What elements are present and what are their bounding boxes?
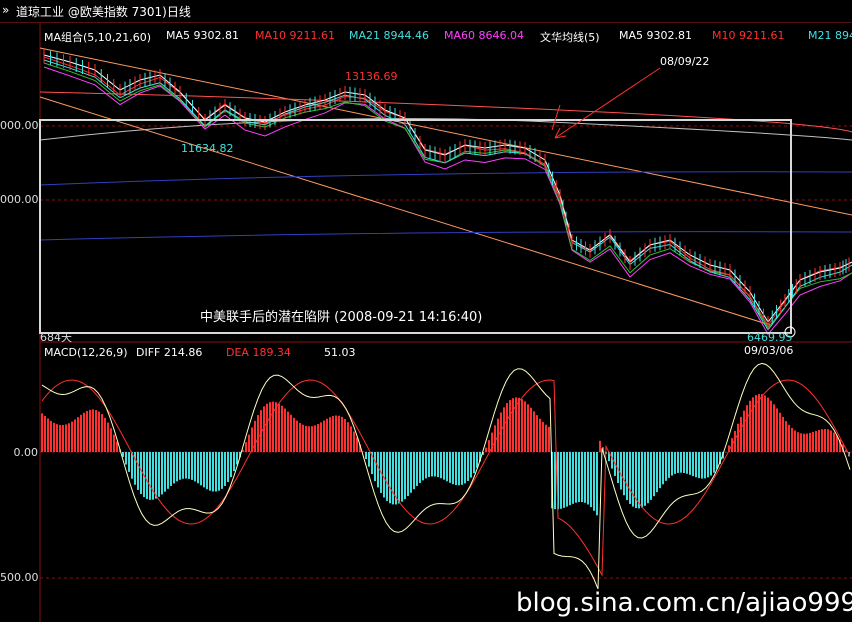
ma10-line xyxy=(43,56,852,327)
arrow-date-label: 08/09/22 xyxy=(660,55,710,68)
wh-ma-label[interactable]: 文华均线(5) xyxy=(540,31,600,44)
chart-caption: 中美联手后的潜在陷阱 (2008-09-21 14:16:40) xyxy=(200,310,483,325)
ma-group-label[interactable]: MA组合(5,10,21,60) xyxy=(44,31,152,44)
ma5-value: MA5 9302.81 xyxy=(166,29,239,42)
long-ma-blue-2 xyxy=(39,231,852,241)
low-price-label-1: 11634.82 xyxy=(181,142,234,155)
high-price-label: 13136.69 xyxy=(345,70,398,83)
ma21-value: MA21 8944.46 xyxy=(349,29,429,42)
annotation-arrow xyxy=(554,67,661,139)
low-marker-circle xyxy=(784,326,796,338)
title-bar: » 道琼工业 @欧美指数 7301)日线 xyxy=(0,0,852,23)
blog-watermark: blog.sina.com.cn/ajiao9999 xyxy=(516,588,852,618)
dea-line xyxy=(41,379,851,577)
y-axis-label-upper: 000.00 xyxy=(0,119,39,132)
ma60-value: MA60 8646.04 xyxy=(444,29,524,42)
ma21-line xyxy=(43,59,852,331)
annotation-arrowhead xyxy=(554,127,567,139)
wh-ma5-value: MA5 9302.81 xyxy=(619,29,692,42)
macd-label[interactable]: MACD(12,26,9) xyxy=(44,346,128,359)
low-price-label-2: 6469.95 xyxy=(747,331,793,344)
macd-zero-label: 0.00 xyxy=(13,446,39,459)
highlight-box xyxy=(39,119,792,334)
channel-lower-line xyxy=(39,96,771,326)
diff-value: DIFF 214.86 xyxy=(136,346,203,359)
macd-value: 51.03 xyxy=(324,346,356,359)
wh-m10-value: M10 9211.61 xyxy=(712,29,785,42)
ma10-value: MA10 9211.61 xyxy=(255,29,335,42)
wh-m21-value: M21 8944.46 xyxy=(808,29,852,42)
long-ma-curve xyxy=(39,118,852,141)
long-ma-red xyxy=(39,91,852,133)
dea-value: DEA 189.34 xyxy=(226,346,291,359)
ma-green-line xyxy=(43,62,852,329)
x-axis-partial-label: 684天 xyxy=(40,331,72,344)
long-ma-blue xyxy=(39,171,852,186)
double-chevron-icon[interactable]: » xyxy=(2,3,10,17)
annotation-tick xyxy=(551,104,561,131)
macd-low-label: 500.00 xyxy=(0,571,39,584)
y-axis-label-middle: 000.00 xyxy=(0,193,39,206)
chart-title: 道琼工业 @欧美指数 7301)日线 xyxy=(16,5,191,19)
channel-upper-line xyxy=(39,47,852,216)
ma60-line xyxy=(43,66,852,336)
low-date-label: 09/03/06 xyxy=(744,344,794,357)
diff-line xyxy=(41,362,851,590)
